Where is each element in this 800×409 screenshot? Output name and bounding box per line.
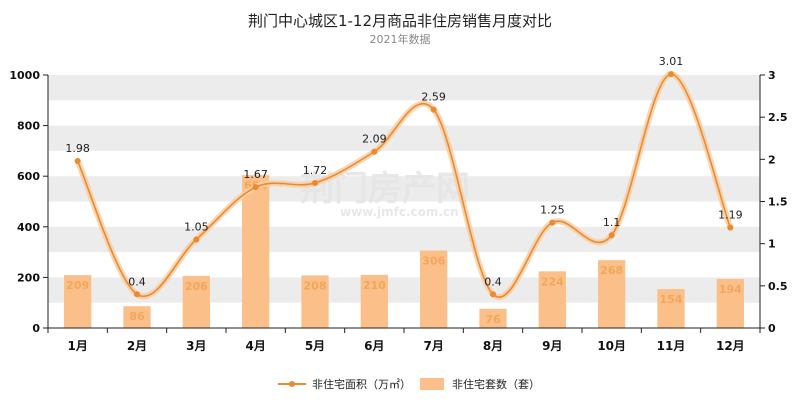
- chart-subtitle: 2021年数据: [370, 32, 431, 46]
- grid-band: [48, 75, 760, 101]
- grid-band: [48, 226, 760, 253]
- line-value-label: 2.59: [421, 91, 446, 104]
- x-tick-label: 1月: [67, 339, 87, 353]
- y-right-tick-label: 0.5: [768, 280, 788, 293]
- y-right-tick-label: 2.5: [768, 111, 788, 124]
- y-left-tick-label: 800: [17, 120, 40, 133]
- bar: [360, 274, 388, 328]
- bar-value-label: 206: [185, 280, 208, 293]
- bar: [657, 289, 685, 328]
- bar: [420, 250, 448, 328]
- y-right-tick-label: 3: [768, 69, 776, 82]
- chart-title: 荆门中心城区1-12月商品非住房销售月度对比: [248, 12, 552, 30]
- line-point: [74, 158, 81, 165]
- y-right-tick-label: 1.5: [768, 196, 788, 209]
- bar: [301, 275, 329, 328]
- line-point: [549, 219, 556, 226]
- line-value-label: 1.98: [65, 142, 90, 155]
- watermark-sub: www.jmfc.com.cn: [340, 205, 459, 219]
- grid-bands: [48, 75, 760, 303]
- bar-value-label: 208: [304, 279, 327, 292]
- y-axis-right: 0 0.5 1 1.5 2 2.5 3: [759, 69, 788, 335]
- y-left-tick-label: 0: [32, 322, 40, 335]
- bar: [242, 175, 270, 328]
- x-tick-label: 10月: [597, 339, 626, 353]
- x-tick-label: 7月: [423, 339, 443, 353]
- y-axis-left: 0 200 400 600 800 1000: [9, 69, 49, 335]
- y-right-tick-label: 1: [768, 238, 776, 251]
- legend-bar-swatch: [420, 378, 444, 390]
- bar-value-label: 268: [600, 264, 623, 277]
- line-value-label: 3.01: [659, 55, 684, 68]
- line-point: [490, 291, 496, 298]
- line-value-label: 1.1: [603, 216, 621, 229]
- x-tick-label: 5月: [305, 339, 325, 353]
- legend-item-line[interactable]: 非住宅面积（万㎡）: [278, 377, 411, 391]
- bar-series: 2098620660420821030676224268154194: [64, 175, 744, 328]
- y-right-tick-label: 2: [768, 153, 776, 166]
- line-value-label: 1.19: [718, 209, 743, 222]
- x-tick-label: 3月: [186, 339, 206, 353]
- line-point: [312, 179, 318, 186]
- line-value-label: 1.05: [184, 220, 209, 233]
- bar: [598, 260, 626, 328]
- line-value-label: 1.67: [243, 168, 268, 181]
- line-point: [252, 184, 259, 191]
- y-right-tick-label: 0: [768, 322, 776, 335]
- legend: 非住宅面积（万㎡） 非住宅套数（套）: [278, 377, 540, 391]
- line-point: [371, 148, 378, 155]
- bar-value-label: 306: [422, 255, 445, 268]
- bar: [538, 271, 566, 328]
- line-series: 1.98 0.4 1.05 1.67 1.72 2.09 2.59 0.4 1.25 1.1 3.0…: [65, 55, 743, 301]
- bar: [479, 308, 507, 328]
- legend-line-label: 非住宅面积（万㎡）: [312, 377, 411, 391]
- bar-value-label: 76: [485, 313, 501, 326]
- line-value-label: 0.4: [128, 275, 146, 288]
- line-value-label: 2.09: [362, 133, 387, 146]
- line-value-label: 1.25: [540, 204, 565, 217]
- bar: [716, 278, 744, 328]
- bar-value-label: 210: [363, 279, 386, 292]
- grid-band: [48, 176, 760, 202]
- line-point: [134, 291, 140, 298]
- legend-bar-label: 非住宅套数（套）: [452, 377, 540, 391]
- x-tick-label: 6月: [364, 339, 384, 353]
- bar: [182, 275, 210, 328]
- y-left-tick-label: 400: [17, 221, 40, 234]
- bar-value-label: 209: [66, 279, 89, 292]
- x-tick-label: 4月: [245, 339, 265, 353]
- bar: [64, 275, 92, 328]
- bar-value-label: 194: [719, 283, 742, 296]
- bar-value-label: 224: [541, 275, 564, 288]
- bar: [123, 306, 151, 328]
- y-left-tick-label: 200: [17, 271, 40, 284]
- x-tick-label: 8月: [483, 339, 503, 353]
- legend-item-bar[interactable]: 非住宅套数（套）: [420, 377, 540, 391]
- y-left-tick-label: 600: [17, 170, 40, 183]
- x-tick-label: 12月: [716, 339, 745, 353]
- line-point: [727, 224, 734, 231]
- grid-band: [48, 125, 760, 151]
- x-tick-label: 9月: [542, 339, 562, 353]
- bar-value-label: 86: [129, 310, 145, 323]
- x-axis: 1月 2月 3月 4月 5月 6月 7月 8月 9月 10月 11月 12月: [47, 327, 761, 353]
- line-point: [668, 71, 674, 78]
- x-tick-label: 11月: [657, 339, 686, 353]
- line-value-label: 0.4: [484, 275, 502, 288]
- line-point: [430, 106, 437, 113]
- x-tick-label: 2月: [127, 339, 147, 353]
- y-left-tick-label: 1000: [9, 69, 40, 82]
- line-value-label: 1.72: [303, 164, 328, 177]
- legend-line-marker: [289, 381, 295, 387]
- bar-value-label: 154: [660, 293, 683, 306]
- line-point: [608, 232, 615, 239]
- line-point: [193, 236, 200, 243]
